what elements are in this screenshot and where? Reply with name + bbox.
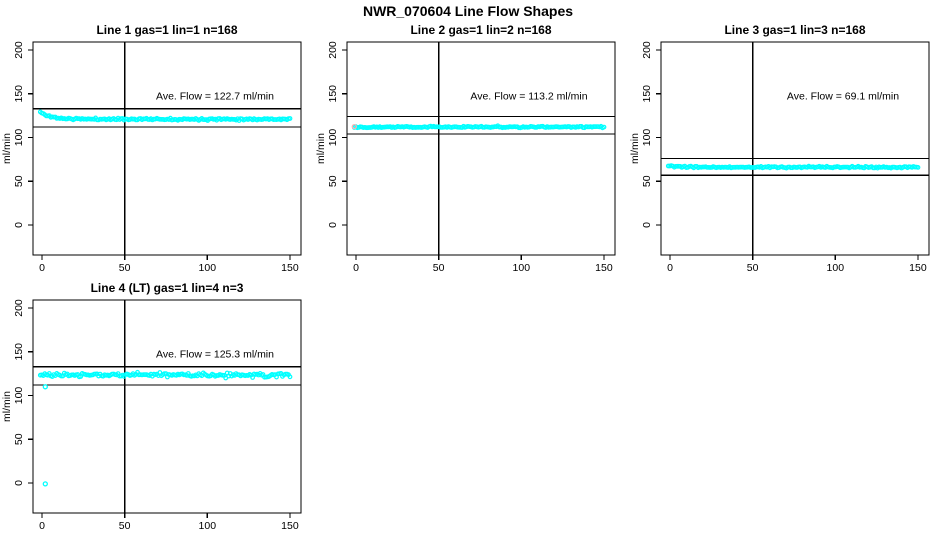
data-point-outlier [351, 123, 357, 130]
main-title: NWR_070604 Line Flow Shapes [363, 3, 573, 19]
x-tick-label: 150 [281, 520, 299, 532]
y-tick-label: 50 [327, 175, 339, 187]
data-series [351, 123, 607, 131]
plot-frame [32, 299, 302, 514]
data-point [915, 164, 921, 170]
subplot-line-4: Line 4 (LT) gas=1 lin=4 n=3 0 50 100 150 200 0… [1, 281, 302, 532]
y-axis-label: ml/min [629, 133, 641, 164]
y-tick-label: 50 [641, 175, 653, 187]
y-axis-label: ml/min [1, 133, 13, 164]
y-tick-label: 200 [13, 299, 25, 317]
y-tick-label: 100 [13, 129, 25, 147]
subplot-title: Line 2 gas=1 lin=2 n=168 [410, 23, 551, 37]
ave-flow-annotation: Ave. Flow = 113.2 ml/min [470, 90, 587, 102]
y-tick-label: 50 [13, 433, 25, 445]
plot-frame [346, 41, 616, 256]
ave-flow-annotation: Ave. Flow = 122.7 ml/min [156, 90, 274, 102]
plot-frame [32, 41, 302, 256]
x-tick-label: 100 [199, 520, 217, 532]
y-axis-label: ml/min [315, 133, 327, 164]
data-point [287, 116, 293, 121]
subplot-line-3: Line 3 gas=1 lin=3 n=168 0 50 100 150 200 0 50 1… [629, 23, 930, 274]
subplot-title: Line 3 gas=1 lin=3 n=168 [724, 23, 865, 37]
y-tick-label: 150 [641, 85, 653, 103]
x-tick-label: 50 [119, 520, 131, 532]
data-series [37, 109, 293, 123]
data-series [37, 369, 293, 487]
y-tick-label: 200 [641, 41, 653, 59]
y-axis-label: ml/min [1, 391, 13, 422]
data-point [601, 124, 607, 130]
x-tick-label: 100 [199, 262, 217, 274]
y-tick-label: 0 [327, 222, 339, 228]
x-tick-label: 150 [281, 262, 299, 274]
y-tick-label: 100 [13, 387, 25, 405]
x-tick-label: 0 [353, 262, 359, 274]
y-tick-label: 50 [13, 175, 25, 187]
y-tick-label: 0 [641, 222, 653, 228]
ave-flow-annotation: Ave. Flow = 125.3 ml/min [156, 348, 274, 360]
subplot-line-2: Line 2 gas=1 lin=2 n=168 0 50 100 150 200 0 50 1… [315, 23, 616, 274]
x-tick-label: 50 [119, 262, 131, 274]
subplot-title: Line 4 (LT) gas=1 lin=4 n=3 [91, 281, 244, 295]
ave-flow-annotation: Ave. Flow = 69.1 ml/min [787, 90, 899, 102]
subplot-line-1: Line 1 gas=1 lin=1 n=168 0 50 100 150 200 0 50 1… [1, 23, 302, 274]
y-tick-label: 150 [327, 85, 339, 103]
y-tick-label: 200 [327, 41, 339, 59]
subplot-title: Line 1 gas=1 lin=1 n=168 [96, 23, 237, 37]
data-series [665, 163, 921, 171]
x-tick-label: 100 [827, 262, 845, 274]
x-tick-label: 100 [513, 262, 531, 274]
y-tick-label: 150 [13, 343, 25, 361]
x-tick-label: 150 [909, 262, 927, 274]
data-point-outlier [42, 481, 48, 487]
y-tick-label: 0 [13, 222, 25, 228]
data-point [287, 374, 293, 380]
plot-frame [660, 41, 930, 256]
x-tick-label: 0 [39, 262, 45, 274]
x-tick-label: 0 [39, 520, 45, 532]
y-tick-label: 200 [13, 41, 25, 59]
x-tick-label: 50 [747, 262, 759, 274]
data-point-outlier [42, 384, 48, 390]
y-tick-label: 100 [327, 129, 339, 147]
x-tick-label: 50 [433, 262, 445, 274]
y-tick-label: 150 [13, 85, 25, 103]
y-tick-label: 100 [641, 129, 653, 147]
x-tick-label: 150 [595, 262, 613, 274]
y-tick-label: 0 [13, 480, 25, 486]
x-tick-label: 0 [667, 262, 673, 274]
